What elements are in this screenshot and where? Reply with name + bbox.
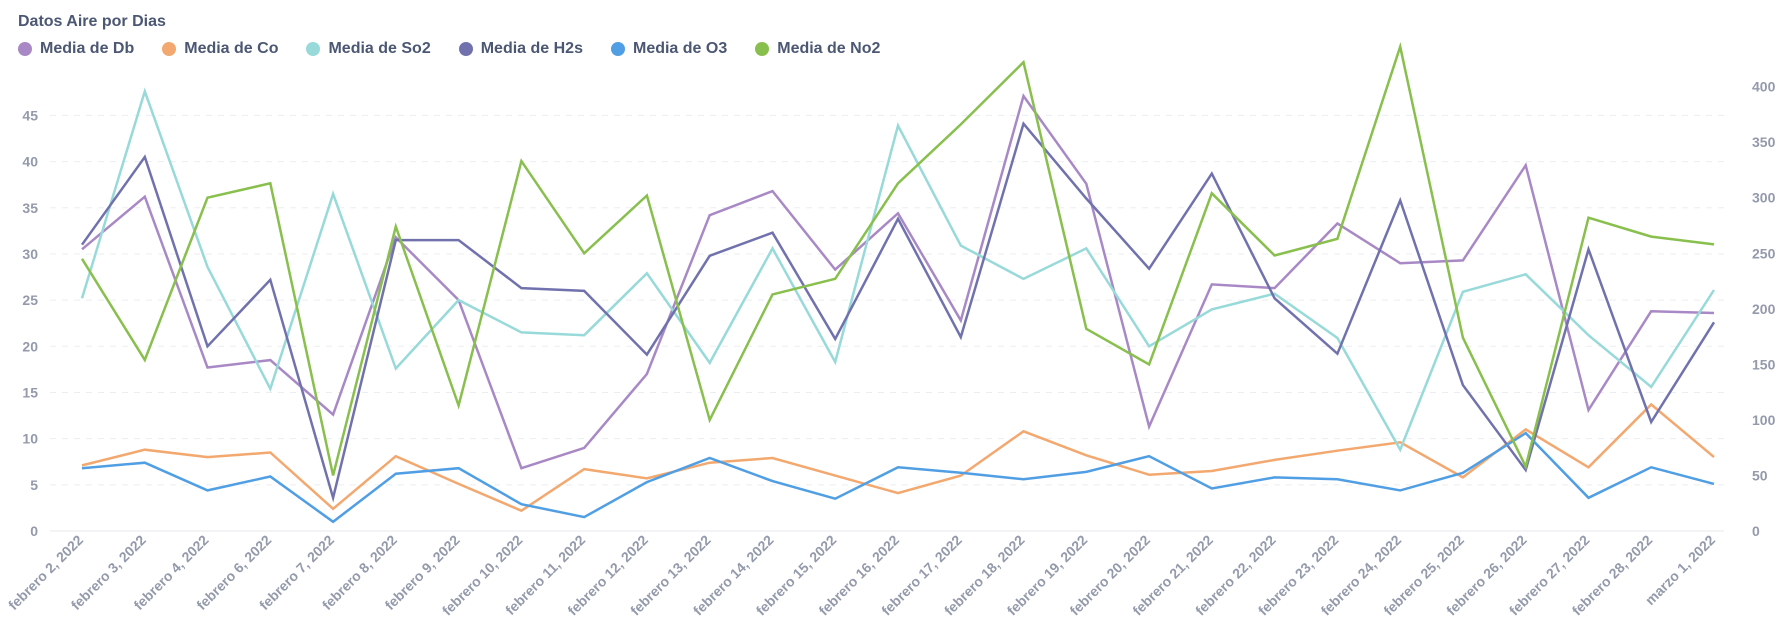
y-right-tick-label: 100 <box>1752 412 1776 428</box>
legend-label: Media de Co <box>184 40 279 57</box>
legend-dot-icon <box>162 42 177 56</box>
y-right-tick-label: 150 <box>1752 356 1776 372</box>
series-line-media-de-no2 <box>80 41 1715 476</box>
y-left-tick-label: 20 <box>22 338 38 354</box>
y-right-tick-label: 50 <box>1752 467 1768 483</box>
y-left-tick-label: 10 <box>22 431 38 447</box>
legend-label: Media de O3 <box>632 40 728 57</box>
series-line-media-de-o3 <box>81 431 1715 524</box>
legend-dot-icon <box>610 42 625 56</box>
legend-dot-icon <box>458 42 473 56</box>
y-left-tick-label: 15 <box>22 384 38 400</box>
y-left-tick-label: 25 <box>22 292 38 308</box>
y-axis-left: 0 5 10 15 20 25 30 35 40 45 <box>22 107 38 539</box>
y-right-tick-label: 250 <box>1752 245 1776 261</box>
y-left-tick-label: 0 <box>30 523 38 539</box>
legend-label: Media de Db <box>40 40 135 57</box>
y-left-tick-label: 35 <box>22 200 38 216</box>
legend-item[interactable]: Media de No2 <box>755 40 880 58</box>
legend-item[interactable]: Media de So2 <box>306 40 431 58</box>
legend-item[interactable]: Media de Db <box>18 40 134 58</box>
y-left-tick-label: 40 <box>22 154 38 170</box>
series-line-media-de-co <box>81 402 1715 513</box>
legend-dot-icon <box>18 42 32 56</box>
series-line-media-de-h2s <box>80 121 1716 503</box>
series-line-media-de-db <box>81 93 1715 470</box>
y-axis-right: 0 50 100 150 200 250 300 350 400 <box>1752 79 1776 539</box>
chart-title: Datos Aire por Dias <box>18 13 166 30</box>
legend-item[interactable]: Media de O3 <box>610 40 728 58</box>
y-left-tick-label: 45 <box>22 107 38 123</box>
legend-dot-icon <box>755 42 770 56</box>
legend-label: Media de H2s <box>480 40 583 57</box>
series-lines <box>80 41 1716 524</box>
y-right-tick-label: 350 <box>1752 134 1776 150</box>
legend-dot-icon <box>306 42 321 56</box>
legend-label: Media de So2 <box>328 40 431 57</box>
legend: Media de Db Media de Co Media de So2 Media … <box>18 40 880 58</box>
y-left-tick-label: 30 <box>22 246 38 262</box>
y-left-tick-label: 5 <box>30 477 38 493</box>
legend-item[interactable]: Media de Co <box>162 40 278 58</box>
legend-item[interactable]: Media de H2s <box>458 40 583 58</box>
y-right-tick-label: 400 <box>1752 79 1776 95</box>
y-right-tick-label: 300 <box>1752 190 1776 206</box>
y-right-tick-label: 200 <box>1752 301 1776 317</box>
legend-label: Media de No2 <box>777 40 881 57</box>
series-line-media-de-so2 <box>80 87 1716 453</box>
y-right-tick-label: 0 <box>1752 523 1760 539</box>
